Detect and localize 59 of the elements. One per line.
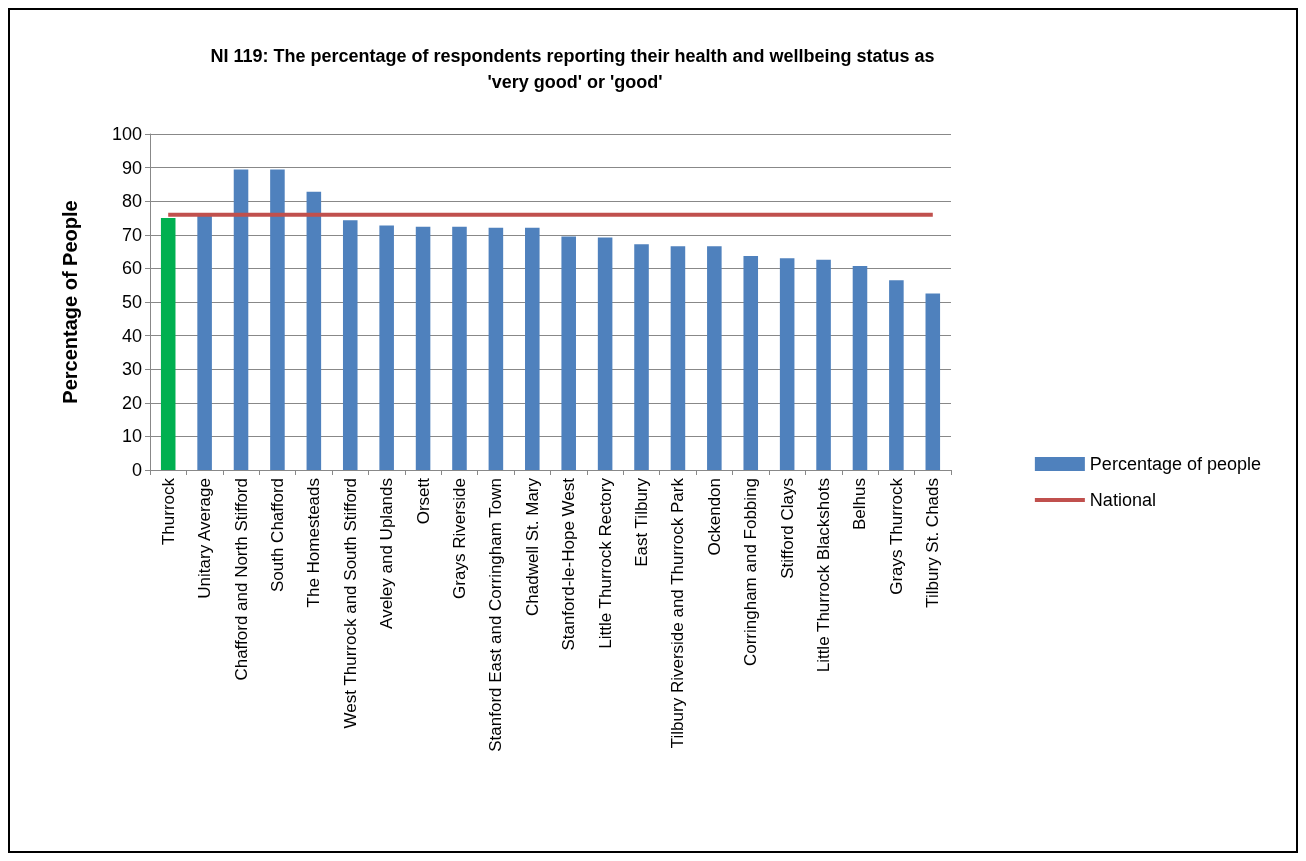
bar — [233, 169, 249, 470]
legend-label: Percentage of people — [1089, 454, 1262, 474]
x-tick-label: Grays Riverside — [449, 478, 469, 599]
x-tick-label: Chadwell St. Mary — [522, 477, 542, 616]
y-tick-label: 70 — [121, 224, 142, 245]
y-tick-label: 50 — [121, 292, 142, 312]
y-tick-label: 30 — [121, 359, 142, 380]
y-tick-label: 90 — [121, 157, 142, 178]
x-tick-label: Little Thurrock Blackshots — [814, 478, 834, 673]
y-tick-label: 60 — [121, 258, 142, 279]
chart-title: NI 119: The percentage of respondents reporting their health and wellbeing status as 'very good' or 'good' — [210, 46, 940, 92]
x-tick-label: South Chafford — [267, 478, 287, 593]
x-tick-label: Tilbury Riverside and Thurrock Park — [668, 477, 688, 749]
bar — [561, 236, 576, 470]
bar — [197, 214, 212, 470]
bar — [670, 246, 686, 470]
x-tick-label: Stifford Clays — [777, 478, 797, 579]
legend-label: National — [1089, 490, 1156, 510]
y-axis-title: Percentage of People — [59, 200, 81, 404]
y-tick-label: 0 — [131, 460, 142, 480]
x-tick-label: Belhus — [850, 478, 870, 530]
x-tick-label: East Tilbury — [632, 477, 652, 567]
x-tick-label: Stanford-le-Hope West — [559, 477, 579, 651]
x-tick-label: Grays Thurrock — [886, 477, 906, 595]
bar — [270, 169, 285, 470]
bar — [306, 191, 322, 470]
x-tick-label: Stanford East and Corringham Town — [486, 478, 506, 752]
x-tick-label: Aveley and Uplands — [377, 478, 397, 629]
y-tick-label: 40 — [121, 325, 142, 346]
x-tick-label: Corringham and Fobbing — [741, 478, 761, 667]
bar — [488, 227, 504, 470]
bar — [342, 220, 358, 470]
bar — [452, 226, 467, 470]
bar — [415, 226, 431, 470]
x-tick-label: Tilbury St. Chads — [923, 478, 943, 608]
bar — [743, 255, 759, 470]
x-tick-label: Thurrock — [158, 477, 178, 546]
y-tick-label: 20 — [121, 392, 142, 413]
bar — [852, 266, 868, 470]
x-tick-label: Unitary Average — [195, 478, 215, 599]
bar — [160, 218, 176, 470]
x-tick-label: Chafford and North Stifford — [231, 478, 251, 681]
y-tick-label: 80 — [121, 191, 142, 212]
bar — [889, 280, 904, 470]
x-tick-label: West Thurrock and South Stifford — [340, 478, 360, 729]
y-tick-label: 10 — [121, 426, 142, 447]
bar — [597, 237, 613, 470]
x-tick-label: The Homesteads — [304, 478, 324, 608]
bar — [707, 246, 722, 470]
bar — [925, 293, 941, 470]
bar — [525, 227, 540, 470]
y-tick-label: 100 — [111, 124, 142, 144]
bar — [779, 258, 795, 470]
x-tick-label: Little Thurrock Rectory — [595, 477, 615, 649]
bar — [816, 259, 831, 470]
x-tick-label: Ockendon — [704, 478, 724, 556]
x-tick-label: Orsett — [413, 477, 433, 525]
bar — [634, 244, 649, 470]
bar — [379, 225, 394, 470]
